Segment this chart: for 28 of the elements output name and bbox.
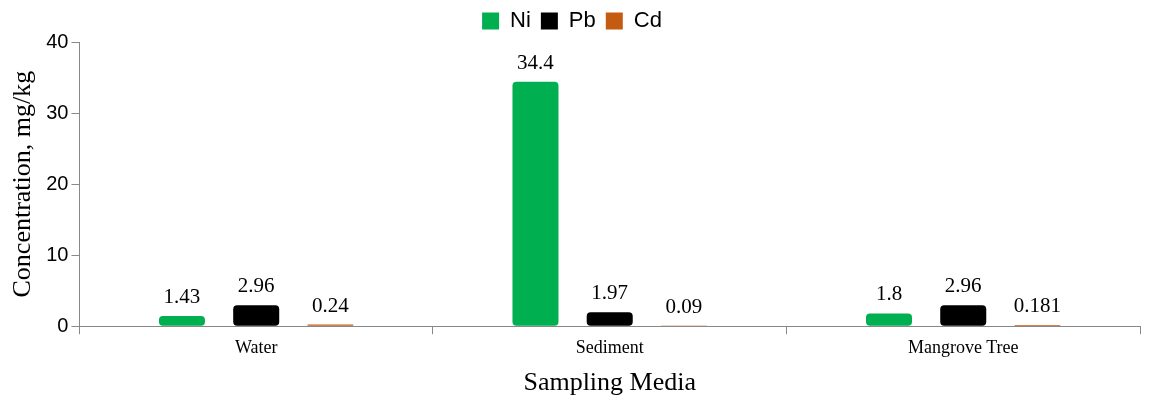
data-label: 34.4 <box>517 49 555 74</box>
legend-label: Cd <box>633 7 662 33</box>
bar <box>512 81 559 326</box>
x-axis-title: Sampling Media <box>523 367 697 397</box>
bar <box>158 316 205 326</box>
x-tick-label: Sediment <box>575 336 644 357</box>
bar <box>233 305 280 326</box>
data-label: 2.96 <box>944 273 982 298</box>
data-label: 1.8 <box>875 281 903 306</box>
data-label: 0.181 <box>1013 292 1062 317</box>
bar <box>586 312 633 326</box>
y-tick-label: 0 <box>57 313 69 336</box>
legend-label: Pb <box>568 7 596 33</box>
legend-label: Ni <box>510 7 531 33</box>
y-axis-title: Concentration, mg/kg <box>7 70 37 298</box>
bar <box>940 305 987 326</box>
x-tick-label: Mangrove Tree <box>907 336 1019 357</box>
data-label: 2.96 <box>237 273 275 298</box>
data-label: 0.24 <box>312 292 350 317</box>
y-tick-label: 20 <box>46 171 69 194</box>
data-label: 1.43 <box>163 284 201 309</box>
x-tick-label: Water <box>234 336 278 357</box>
data-label: 1.97 <box>591 280 629 305</box>
y-tick-label: 40 <box>46 29 69 52</box>
y-tick-label: 10 <box>46 242 69 265</box>
bar <box>865 313 913 326</box>
y-tick-label: 30 <box>46 100 69 123</box>
data-label: 0.09 <box>665 293 703 318</box>
